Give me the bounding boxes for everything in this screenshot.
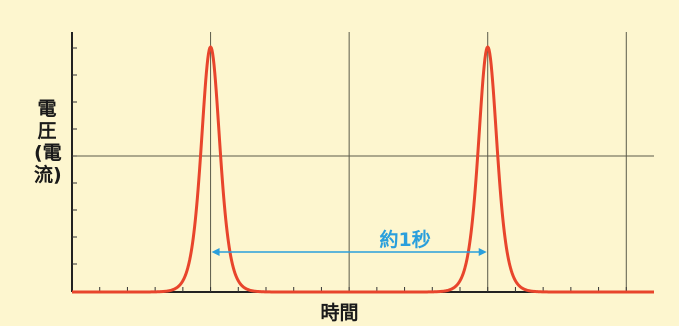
- x-axis-label: 時間: [320, 302, 359, 324]
- axes: [71, 32, 654, 293]
- grid-lines: [72, 32, 654, 292]
- y-axis-label: 電圧(電流): [34, 98, 62, 186]
- series-group: [71, 45, 655, 294]
- annotation-arrow-head-right: [478, 248, 487, 256]
- annotation-group: 約1秒: [211, 228, 487, 256]
- tick-marks: [72, 47, 627, 292]
- annotation-label: 約1秒: [380, 228, 431, 251]
- series-line-1: [71, 45, 655, 294]
- annotation-arrow-head-left: [211, 248, 220, 256]
